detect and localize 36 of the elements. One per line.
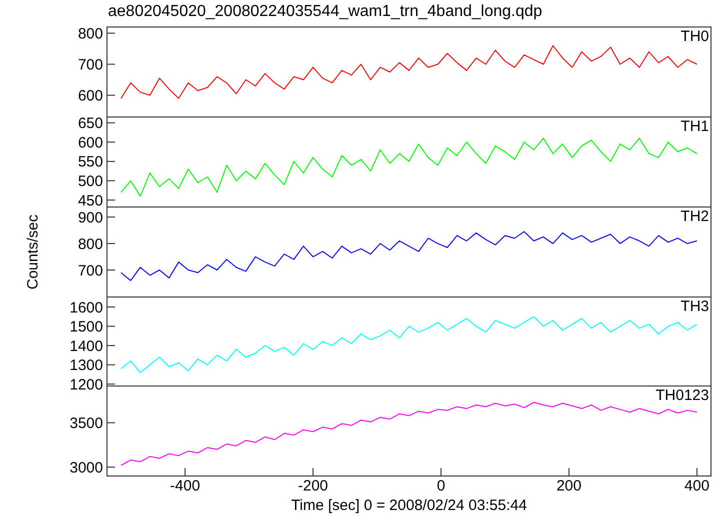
y-tick-label: 1500 [70,318,103,336]
y-tick-label: 900 [78,209,103,226]
x-tick-label: -200 [298,478,328,495]
y-tick-label: 500 [78,173,103,190]
y-tick-label: 450 [78,192,103,210]
line-series [120,402,698,466]
y-tick-label: 1600 [70,299,103,316]
line-series [120,45,698,99]
series-label: TH3 [680,298,709,315]
y-tick-label: 650 [78,115,103,132]
series-label: TH0 [680,28,709,45]
y-tick-label: 800 [78,26,103,43]
y-tick-label: 700 [78,262,103,280]
y-tick-label: 1200 [70,376,103,394]
x-tick-label: -400 [170,478,200,495]
line-series [120,231,698,282]
y-tick-label: 800 [78,236,103,253]
y-tick-label: 1300 [70,357,103,374]
y-tick-label: 700 [78,56,103,74]
x-tick-label: 0 [436,478,446,495]
y-tick-label: 600 [78,88,103,105]
y-tick-label: 550 [78,154,103,171]
y-axis-title: Counts/sec [24,214,42,290]
line-series [120,138,698,197]
y-tick-label: 600 [78,134,103,152]
line-series [120,316,698,374]
series-label: TH1 [680,118,709,135]
x-tick-label: 400 [684,478,710,495]
series-label: TH2 [680,208,709,225]
series-label: TH0123 [656,387,709,404]
y-tick-label: 3500 [70,415,103,432]
x-axis-title: Time [sec] 0 = 2008/02/24 03:55:44 [291,497,527,514]
chart-title: ae802045020_20080224035544_wam1_trn_4band_long.qdp [108,3,542,21]
y-tick-label: 1400 [70,338,103,355]
x-tick-label: 200 [556,478,582,495]
y-tick-label: 3000 [70,459,103,476]
